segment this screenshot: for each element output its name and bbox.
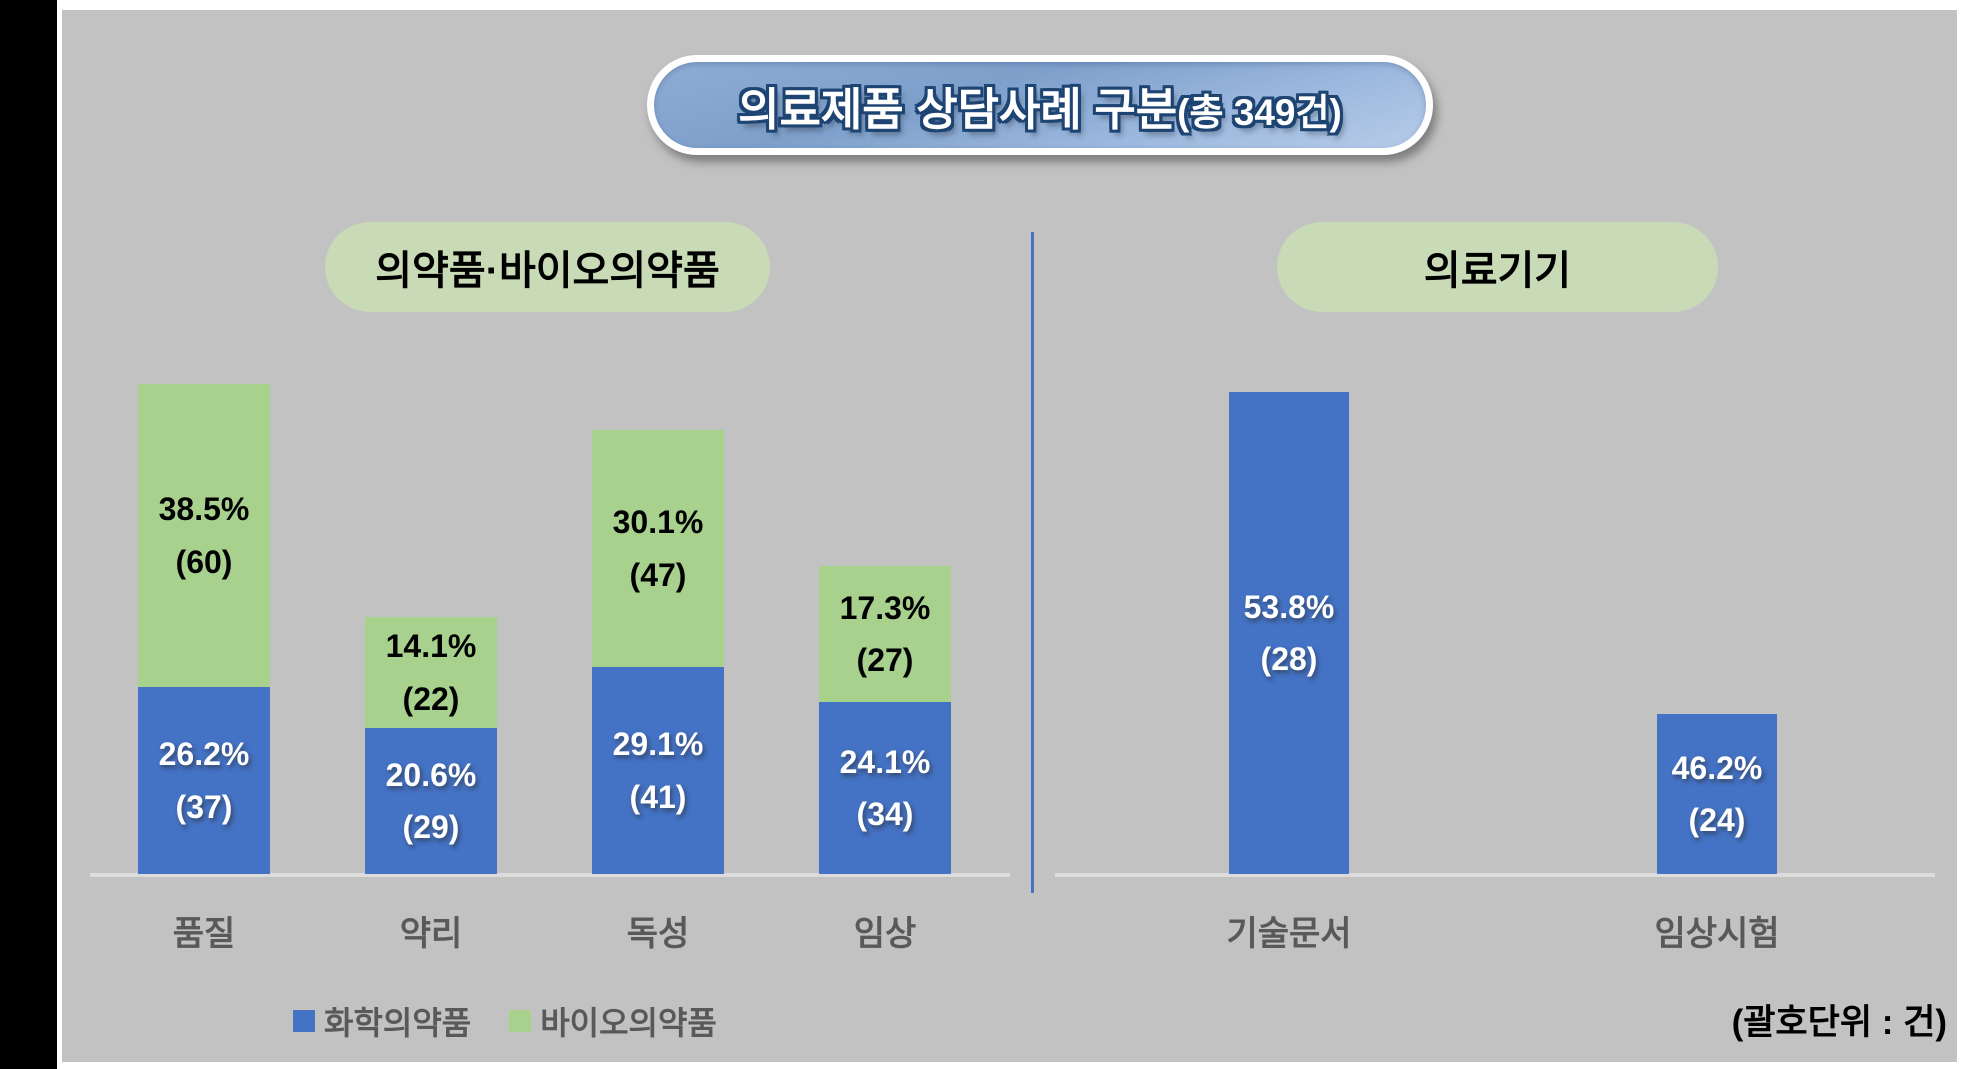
bar-percent-label: 29.1% — [612, 726, 704, 763]
unit-note: (괄호단위 : 건) — [1731, 1003, 1947, 1042]
category-label-pharma-3: 임상 — [853, 915, 917, 953]
bar-count-label: (29) — [402, 809, 460, 845]
bar-count-label: (27) — [856, 642, 914, 678]
bar-segment-chemical-0: 26.2% (37) — [138, 687, 270, 874]
legend-swatch-chemical — [293, 1010, 315, 1032]
bar-segment-bio-3: 17.3% (27) — [819, 566, 951, 702]
title-banner: 의료제품 상담사례 구분(총 349건) — [647, 55, 1433, 155]
bar-count-label: (28) — [1260, 641, 1318, 677]
bar-count-label: (47) — [629, 556, 687, 593]
bar-percent-label: 30.1% — [612, 504, 704, 541]
chart-background-panel — [62, 10, 1957, 1062]
page-title-total-count: (총 349건) — [1177, 91, 1342, 133]
bar-segment-bio-0: 38.5% (60) — [138, 384, 270, 687]
bar-count-label: (34) — [856, 796, 914, 832]
section-label-device-text: 의료기기 — [1423, 249, 1572, 293]
page-title-main: 의료제품 상담사례 구분 — [738, 83, 1178, 135]
legend-swatch-bio — [509, 1010, 532, 1032]
legend-item-bio: 바이오의약품 — [509, 998, 717, 1044]
category-label-pharma-1: 약리 — [399, 915, 463, 953]
bar-count-label: (24) — [1688, 802, 1746, 838]
bar-count-label: (37) — [175, 788, 233, 825]
bar-percent-label: 26.2% — [158, 736, 250, 773]
bar-segment-bio-2: 30.1% (47) — [592, 430, 724, 667]
bar-percent-label: 14.1% — [385, 628, 477, 665]
device-chart-baseline — [1055, 873, 1935, 877]
bar-percent-label: 17.3% — [839, 589, 931, 626]
bar-percent-label: 24.1% — [839, 743, 931, 780]
bar-count-label: (22) — [402, 680, 460, 717]
pharma-chart-baseline — [90, 873, 1010, 877]
left-black-strip — [0, 0, 57, 1069]
bar-percent-label: 20.6% — [385, 756, 477, 793]
bar-count-label: (41) — [629, 778, 687, 815]
bar-segment-chemical-1: 20.6% (29) — [365, 728, 497, 874]
legend-label-chemical: 화학의약품 — [324, 1005, 472, 1041]
bar-percent-label: 38.5% — [158, 491, 250, 528]
bar-percent-label: 53.8% — [1243, 588, 1335, 625]
bar-count-label: (60) — [175, 543, 233, 580]
bar-segment-device-1: 46.2% (24) — [1657, 714, 1777, 874]
section-divider — [1031, 232, 1034, 893]
category-label-pharma-0: 품질 — [172, 915, 236, 953]
bar-percent-label: 46.2% — [1671, 749, 1763, 786]
section-label-device: 의료기기 — [1277, 222, 1718, 312]
bar-segment-chemical-2: 29.1% (41) — [592, 667, 724, 874]
chart-legend: 화학의약품 바이오의약품 — [293, 998, 717, 1044]
legend-label-bio: 바이오의약품 — [540, 1005, 717, 1041]
legend-item-chemical: 화학의약품 — [293, 998, 471, 1044]
category-label-pharma-2: 독성 — [626, 915, 690, 953]
page-title: 의료제품 상담사례 구분(총 349건) — [738, 73, 1342, 138]
section-label-pharma-text: 의약품·바이오의약품 — [375, 249, 720, 293]
section-label-pharma: 의약품·바이오의약품 — [325, 222, 770, 312]
bar-segment-device-0: 53.8% (28) — [1229, 392, 1349, 874]
bar-segment-bio-1: 14.1% (22) — [365, 617, 497, 728]
category-label-device-0: 기술문서 — [1226, 915, 1352, 953]
bar-segment-chemical-3: 24.1% (34) — [819, 702, 951, 874]
category-label-device-1: 임상시험 — [1654, 915, 1780, 953]
